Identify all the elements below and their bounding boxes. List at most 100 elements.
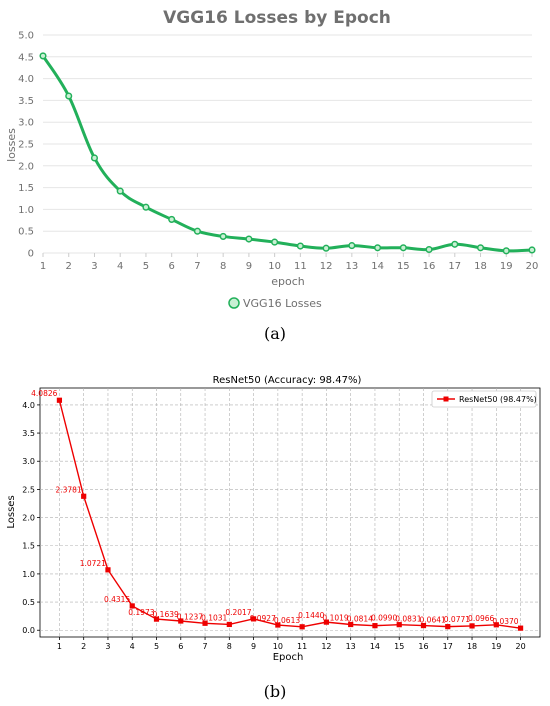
data-point	[178, 618, 184, 624]
data-point	[425, 245, 433, 254]
data-point	[39, 52, 47, 60]
x-tick-label: 2	[81, 642, 86, 651]
x-tick-label: 18	[474, 261, 487, 272]
x-tick-label: 13	[346, 642, 356, 651]
x-tick-label: 19	[491, 642, 501, 651]
legend-box	[431, 390, 537, 408]
x-tick-label: 14	[370, 642, 380, 651]
data-point	[348, 621, 354, 628]
y-tick-label: 2.5	[22, 485, 35, 494]
data-point	[245, 235, 253, 243]
data-label: 0.1639	[153, 610, 179, 619]
data-point	[129, 603, 135, 609]
x-tick-label: 8	[227, 642, 232, 651]
y-tick-label: 2.0	[22, 514, 35, 523]
y-tick-label: 3.5	[22, 429, 35, 438]
x-tick-label: 7	[194, 261, 200, 272]
x-tick-label: 12	[321, 642, 331, 651]
data-label: 0.1031	[201, 613, 227, 622]
data-point	[493, 622, 499, 628]
data-point	[142, 203, 150, 211]
data-label: 0.0927	[250, 614, 276, 623]
data-point	[322, 244, 330, 252]
data-label: 0.0641	[420, 616, 446, 625]
x-tick-label: 7	[203, 642, 208, 651]
x-tick-label: 9	[246, 261, 252, 272]
y-tick-label: 2.0	[18, 161, 34, 172]
x-tick-label: 1	[57, 642, 62, 651]
data-point	[250, 616, 257, 622]
data-point	[445, 624, 451, 630]
resnet50-chart: ResNet50 (Accuracy: 98.47%) 0.0 0.5 1.0 1.5…	[6, 375, 541, 663]
data-label: 0.2017	[225, 608, 251, 617]
x-tick-label: 1	[40, 261, 46, 272]
data-point	[372, 623, 378, 629]
x-tick-label: 10	[268, 261, 281, 272]
chart-a-xlabel: epoch	[271, 275, 305, 288]
x-tick-label: 11	[294, 261, 307, 272]
y-tick-label: 0.5	[22, 598, 35, 607]
caption-b: (b)	[263, 682, 287, 701]
y-tick-label: 4.0	[22, 401, 35, 410]
resnet50-loss-line	[58, 400, 521, 629]
chart-a-legend[interactable]: VGG16 Losses	[228, 297, 322, 310]
data-point	[275, 622, 281, 628]
data-label: 0.1440	[298, 611, 324, 620]
data-point	[399, 244, 407, 252]
data-point	[469, 623, 475, 629]
caption-a: (a)	[263, 324, 287, 343]
y-tick-label: 5.0	[18, 31, 34, 42]
y-tick-label: 0.0	[22, 626, 35, 635]
data-point	[348, 242, 356, 250]
x-tick-label: 15	[394, 642, 404, 651]
data-point	[81, 493, 87, 499]
x-tick-label: 11	[297, 642, 307, 651]
x-tick-label: 9	[251, 642, 256, 651]
x-tick-label: 13	[345, 261, 358, 272]
chart-b-legend[interactable]: ResNet50 (98.47%)	[431, 390, 537, 408]
x-tick-label: 18	[467, 642, 477, 651]
data-label: 0.0370	[492, 617, 518, 626]
y-tick-label: 1.5	[18, 183, 34, 194]
data-point	[517, 625, 524, 631]
x-tick-label: 8	[220, 261, 226, 272]
data-point	[226, 621, 232, 628]
legend-marker	[443, 396, 449, 402]
data-label: 0.0771	[444, 615, 470, 624]
y-tick-label: 0	[28, 249, 34, 260]
x-tick-label: 20	[515, 642, 525, 651]
x-tick-label: 17	[443, 642, 453, 651]
x-tick-label: 10	[273, 642, 283, 651]
data-point	[528, 246, 536, 254]
data-point	[153, 616, 160, 622]
x-tick-label: 17	[448, 261, 461, 272]
vgg16-chart: VGG16 Losses by Epoch 0 0.5 1.0 1.5 2.0 2.5 3.…	[5, 8, 538, 310]
x-tick-label: 3	[91, 261, 97, 272]
data-point	[90, 154, 99, 162]
y-tick-label: 3.0	[22, 457, 35, 466]
data-label: 0.0613	[274, 616, 300, 625]
data-label: 0.0814	[347, 615, 373, 624]
x-tick-label: 12	[320, 261, 333, 272]
data-label: 4.0826	[31, 389, 57, 398]
x-tick-label: 4	[130, 642, 135, 651]
data-point	[451, 240, 459, 248]
x-tick-label: 6	[178, 642, 183, 651]
chart-a-title: VGG16 Losses by Epoch	[163, 8, 391, 28]
data-point	[219, 232, 227, 240]
x-tick-label: 2	[66, 261, 72, 272]
y-tick-label: 4.5	[18, 52, 34, 63]
x-tick-label: 15	[397, 261, 410, 272]
x-tick-label: 5	[143, 261, 149, 272]
y-tick-label: 0.5	[18, 227, 34, 238]
x-tick-label: 14	[371, 261, 384, 272]
data-point	[476, 244, 485, 252]
chart-b-title: ResNet50 (Accuracy: 98.47%)	[213, 375, 362, 386]
x-tick-label: 16	[423, 261, 436, 272]
chart-b-ylabel: Losses	[6, 495, 17, 528]
y-tick-label: 4.0	[18, 74, 34, 85]
data-point	[396, 622, 402, 628]
x-tick-label: 20	[526, 261, 539, 272]
x-tick-label: 4	[117, 261, 123, 272]
